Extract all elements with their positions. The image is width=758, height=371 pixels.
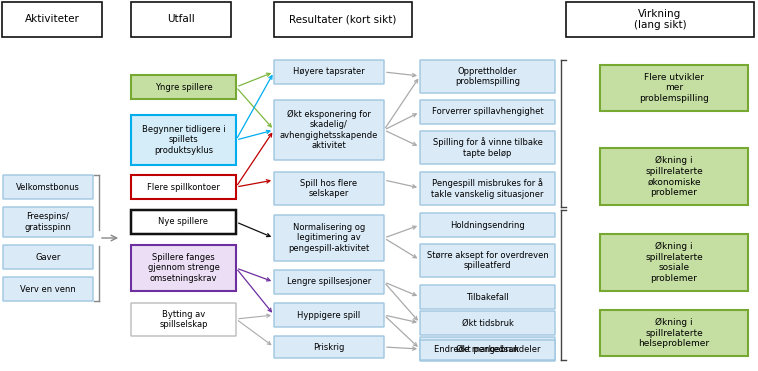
Text: Forverrer spillavhengighet: Forverrer spillavhengighet <box>432 108 543 116</box>
Text: Økt eksponering for
skadelig/
avhengighetsskapende
aktivitet: Økt eksponering for skadelig/ avhengighe… <box>280 110 378 150</box>
FancyBboxPatch shape <box>274 215 384 261</box>
Text: Endrede markedsandeler: Endrede markedsandeler <box>434 345 540 355</box>
Text: Hyppigere spill: Hyppigere spill <box>297 311 361 319</box>
FancyBboxPatch shape <box>3 175 93 199</box>
Text: Priskrig: Priskrig <box>313 342 345 351</box>
FancyBboxPatch shape <box>600 148 748 205</box>
Text: Freespins/
gratisspinn: Freespins/ gratisspinn <box>24 212 71 232</box>
FancyBboxPatch shape <box>420 311 555 335</box>
FancyBboxPatch shape <box>2 2 102 37</box>
Text: Gaver: Gaver <box>36 253 61 262</box>
FancyBboxPatch shape <box>131 2 231 37</box>
FancyBboxPatch shape <box>131 75 236 99</box>
Text: Virkning
(lang sikt): Virkning (lang sikt) <box>634 9 686 30</box>
Text: Flere utvikler
mer
problemspilling: Flere utvikler mer problemspilling <box>639 73 709 103</box>
Text: Tilbakefall: Tilbakefall <box>466 292 509 302</box>
FancyBboxPatch shape <box>600 310 748 356</box>
FancyBboxPatch shape <box>420 60 555 93</box>
Text: Begynner tidligere i
spillets
produktsyklus: Begynner tidligere i spillets produktsyk… <box>142 125 225 155</box>
FancyBboxPatch shape <box>131 303 236 336</box>
FancyBboxPatch shape <box>420 340 555 360</box>
Text: Opprettholder
problemspilling: Opprettholder problemspilling <box>455 67 520 86</box>
FancyBboxPatch shape <box>3 207 93 237</box>
Text: Utfall: Utfall <box>167 14 195 24</box>
Text: Normalisering og
legitimering av
pengespill-aktivitet: Normalisering og legitimering av pengesp… <box>288 223 370 253</box>
FancyBboxPatch shape <box>420 172 555 205</box>
Text: Flere spillkontoer: Flere spillkontoer <box>147 183 220 191</box>
FancyBboxPatch shape <box>420 213 555 237</box>
Text: Økning i
spillrelaterte
sosiale
problemer: Økning i spillrelaterte sosiale probleme… <box>645 242 703 283</box>
FancyBboxPatch shape <box>3 245 93 269</box>
FancyBboxPatch shape <box>274 100 384 160</box>
FancyBboxPatch shape <box>274 303 384 327</box>
Text: Pengespill misbrukes for å
takle vanskelig situasjoner: Pengespill misbrukes for å takle vanskel… <box>431 178 543 198</box>
FancyBboxPatch shape <box>131 115 236 165</box>
Text: Økning i
spillrelaterte
økonomiske
problemer: Økning i spillrelaterte økonomiske probl… <box>645 156 703 197</box>
FancyBboxPatch shape <box>274 336 384 358</box>
Text: Bytting av
spillselskap: Bytting av spillselskap <box>159 310 208 329</box>
Text: Yngre spillere: Yngre spillere <box>155 82 212 92</box>
FancyBboxPatch shape <box>131 175 236 199</box>
Text: Nye spillere: Nye spillere <box>158 217 208 227</box>
FancyBboxPatch shape <box>274 2 412 37</box>
FancyBboxPatch shape <box>131 245 236 291</box>
Text: Verv en venn: Verv en venn <box>20 285 76 293</box>
Text: Spill hos flere
selskaper: Spill hos flere selskaper <box>300 179 358 198</box>
Text: Lengre spillsesjoner: Lengre spillsesjoner <box>287 278 371 286</box>
FancyBboxPatch shape <box>274 270 384 294</box>
FancyBboxPatch shape <box>420 100 555 124</box>
Text: Spillere fanges
gjennom strenge
omsetningskrav: Spillere fanges gjennom strenge omsetnin… <box>148 253 219 283</box>
Text: Holdningsendring: Holdningsendring <box>450 220 525 230</box>
FancyBboxPatch shape <box>600 65 748 111</box>
FancyBboxPatch shape <box>3 277 93 301</box>
Text: Økning i
spillrelaterte
helseproblemer: Økning i spillrelaterte helseproblemer <box>638 318 709 348</box>
Text: Økt tidsbruk: Økt tidsbruk <box>462 318 513 328</box>
FancyBboxPatch shape <box>274 60 384 84</box>
FancyBboxPatch shape <box>420 244 555 277</box>
FancyBboxPatch shape <box>420 337 555 361</box>
FancyBboxPatch shape <box>420 131 555 164</box>
Text: Spilling for å vinne tilbake
tapte beløp: Spilling for å vinne tilbake tapte beløp <box>433 137 543 158</box>
FancyBboxPatch shape <box>420 285 555 309</box>
Text: Økt pengebruk: Økt pengebruk <box>456 344 519 354</box>
FancyBboxPatch shape <box>566 2 754 37</box>
Text: Aktiviteter: Aktiviteter <box>24 14 80 24</box>
FancyBboxPatch shape <box>600 234 748 291</box>
Text: Velkomstbonus: Velkomstbonus <box>16 183 80 191</box>
Text: Resultater (kort sikt): Resultater (kort sikt) <box>290 14 396 24</box>
FancyBboxPatch shape <box>274 172 384 205</box>
FancyBboxPatch shape <box>131 210 236 234</box>
Text: Høyere tapsrater: Høyere tapsrater <box>293 68 365 76</box>
Text: Større aksept for overdreven
spilleatferd: Større aksept for overdreven spilleatfer… <box>427 251 548 270</box>
